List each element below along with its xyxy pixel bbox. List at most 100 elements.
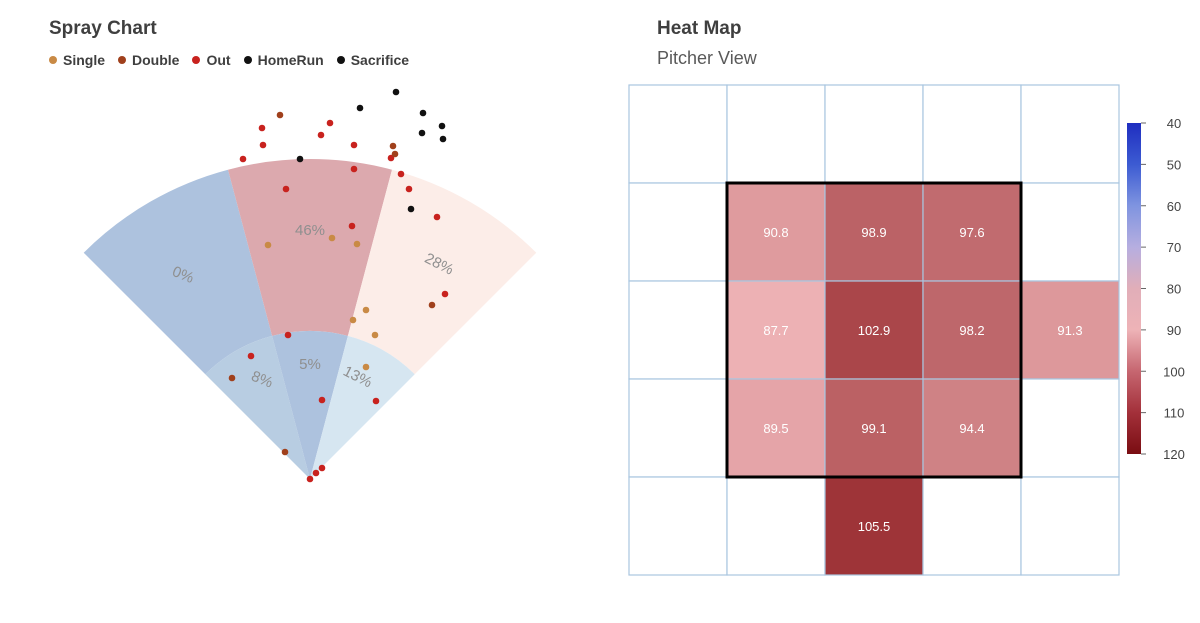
- heat-cell: [726, 476, 826, 576]
- heat-cell-value: 87.7: [763, 323, 788, 338]
- spray-point-out[interactable]: [405, 185, 413, 193]
- spray-point-homerun[interactable]: [392, 88, 400, 96]
- legend-label-homerun: HomeRun: [257, 52, 324, 68]
- colorbar-tick-label: 70: [1167, 240, 1181, 255]
- heat-cell[interactable]: [922, 280, 1022, 380]
- spray-point-out[interactable]: [318, 464, 326, 472]
- spray-point-double[interactable]: [281, 448, 289, 456]
- spray-point-homerun[interactable]: [439, 135, 447, 143]
- heat-cell-value: 90.8: [763, 225, 788, 240]
- legend-label-single: Single: [63, 52, 106, 68]
- colorbar: [1127, 123, 1141, 454]
- colorbar-tick-label: 100: [1163, 364, 1185, 379]
- legend-dot-out: [192, 56, 201, 64]
- spray-point-double[interactable]: [276, 111, 284, 119]
- spray-point-out[interactable]: [441, 290, 449, 298]
- spray-point-out[interactable]: [258, 124, 266, 132]
- heat-cell[interactable]: [824, 182, 924, 282]
- heat-cell: [1020, 182, 1120, 282]
- spray-point-single[interactable]: [362, 306, 370, 314]
- spray-point-out[interactable]: [259, 141, 267, 149]
- colorbar-tick-label: 90: [1167, 323, 1181, 338]
- heat-cell-value: 102.9: [858, 323, 891, 338]
- legend-item-homerun[interactable]: HomeRun: [243, 52, 324, 68]
- spray-zone-label-outfield-left: 0%: [170, 263, 196, 287]
- heat-cell: [628, 280, 728, 380]
- colorbar-tick-label: 110: [1164, 406, 1185, 421]
- heat-cell: [1020, 378, 1120, 478]
- heat-cell[interactable]: [824, 280, 924, 380]
- heat-cell[interactable]: [824, 378, 924, 478]
- spray-point-homerun[interactable]: [296, 155, 304, 163]
- heat-cell: [628, 182, 728, 282]
- heat-cell[interactable]: [824, 476, 924, 576]
- spray-point-out[interactable]: [318, 396, 326, 404]
- spray-point-homerun[interactable]: [438, 122, 446, 130]
- legend-item-out[interactable]: Out: [192, 52, 231, 68]
- heat-cell[interactable]: [726, 182, 826, 282]
- spray-point-out[interactable]: [397, 170, 405, 178]
- spray-point-out[interactable]: [317, 131, 325, 139]
- spray-point-homerun[interactable]: [418, 129, 426, 137]
- spray-point-single[interactable]: [349, 316, 357, 324]
- spray-chart: 0%46%28%8%5% 13%: [83, 88, 537, 483]
- spray-point-single[interactable]: [362, 363, 370, 371]
- heat-cell-value: 91.3: [1057, 323, 1082, 338]
- spray-point-single[interactable]: [264, 241, 272, 249]
- spray-point-out[interactable]: [312, 469, 320, 477]
- legend-item-double[interactable]: Double: [118, 52, 179, 68]
- legend-dot-single: [49, 56, 57, 64]
- heat-cell[interactable]: [1020, 280, 1120, 380]
- spray-point-double[interactable]: [389, 142, 397, 150]
- heat-cell-value: 97.6: [959, 225, 984, 240]
- spray-point-out[interactable]: [306, 475, 314, 483]
- heat-cell[interactable]: [922, 378, 1022, 478]
- legend-label-double: Double: [132, 52, 180, 68]
- spray-point-homerun[interactable]: [407, 205, 415, 213]
- heat-map-subtitle: Pitcher View: [657, 48, 757, 68]
- heat-cell: [628, 378, 728, 478]
- legend-item-single[interactable]: Single: [49, 52, 105, 68]
- heat-cell[interactable]: [726, 280, 826, 380]
- spray-chart-title: Spray Chart: [49, 18, 157, 39]
- spray-point-sacrifice[interactable]: [356, 104, 364, 112]
- spray-point-out[interactable]: [247, 352, 255, 360]
- spray-point-double[interactable]: [428, 301, 436, 309]
- colorbar-tick-label: 40: [1167, 116, 1181, 131]
- spray-point-out[interactable]: [284, 331, 292, 339]
- spray-point-out[interactable]: [348, 222, 356, 230]
- heat-cell-value: 105.5: [858, 519, 891, 534]
- spray-zone-outfield-center: [228, 159, 392, 336]
- heat-cell: [824, 84, 924, 184]
- spray-point-out[interactable]: [282, 185, 290, 193]
- legend-dot-double: [118, 56, 127, 64]
- spray-point-single[interactable]: [328, 234, 336, 242]
- spray-zone-label-outfield-center: 46%: [295, 222, 325, 239]
- spray-point-out[interactable]: [433, 213, 441, 221]
- spray-point-out[interactable]: [350, 141, 358, 149]
- heat-cell-value: 99.1: [861, 421, 886, 436]
- spray-zone-outfield-right: [347, 169, 537, 375]
- heat-cell-value: 98.9: [861, 225, 886, 240]
- spray-point-out[interactable]: [350, 165, 358, 173]
- spray-point-out[interactable]: [326, 119, 334, 127]
- legend-label-sacrifice: Sacrifice: [350, 52, 410, 68]
- spray-point-out[interactable]: [239, 155, 247, 163]
- spray-point-single[interactable]: [371, 331, 379, 339]
- spray-point-out[interactable]: [372, 397, 380, 405]
- spray-point-homerun[interactable]: [419, 109, 427, 117]
- spray-chart-legend: Single Double Out HomeRun Sacrifice: [49, 52, 409, 68]
- heat-cell: [726, 84, 826, 184]
- spray-point-double[interactable]: [228, 374, 236, 382]
- heat-cell[interactable]: [922, 182, 1022, 282]
- spray-point-single[interactable]: [353, 240, 361, 248]
- legend-item-sacrifice[interactable]: Sacrifice: [336, 52, 410, 68]
- heat-cell-value: 94.4: [959, 421, 984, 436]
- spray-zone-label-infield-left: 8%: [249, 368, 275, 392]
- heat-cell: [1020, 476, 1120, 576]
- spray-point-double[interactable]: [391, 150, 399, 158]
- spray-zone-infield-right: [310, 335, 415, 479]
- spray-zone-infield-center: [272, 330, 348, 479]
- spray-point-out[interactable]: [387, 154, 395, 162]
